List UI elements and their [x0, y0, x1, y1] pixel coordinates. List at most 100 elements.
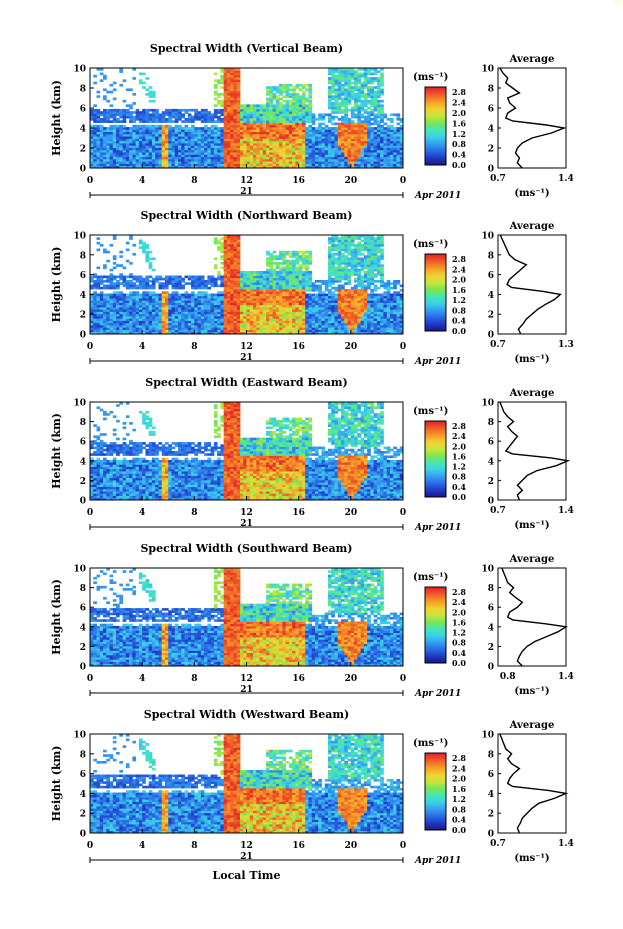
heatmap-cell — [314, 329, 319, 333]
heatmap-cell — [90, 131, 94, 135]
heatmap-cell — [151, 280, 156, 283]
heatmap-cell — [288, 268, 293, 272]
heatmap-cell — [370, 165, 375, 169]
heatmap-cell — [272, 289, 277, 292]
heatmap-cell — [292, 106, 296, 110]
heatmap-cell — [328, 127, 332, 130]
heatmap-cell — [207, 311, 212, 315]
heatmap-cell — [168, 111, 172, 114]
heatmap-cell — [285, 108, 290, 112]
heatmap-cell — [321, 154, 326, 158]
heatmap-cell — [262, 149, 267, 153]
heatmap-cell — [112, 277, 117, 281]
heatmap-cell — [295, 307, 300, 310]
heatmap-cell — [266, 161, 270, 164]
heatmap-cell — [135, 111, 140, 114]
heatmap-cell — [174, 136, 179, 139]
heatmap-cell — [399, 129, 404, 133]
heatmap-cell — [223, 311, 228, 315]
heatmap-cell — [324, 165, 329, 169]
heatmap-cells — [90, 68, 404, 169]
heatmap-cell — [204, 284, 208, 288]
heatmap-cell — [318, 145, 322, 148]
heatmap-cell — [204, 329, 208, 333]
heatmap-cell — [184, 140, 189, 144]
heatmap-cell — [116, 124, 120, 128]
heatmap-cell — [145, 298, 150, 301]
heatmap-cell — [357, 68, 362, 71]
heatmap-cell — [246, 138, 251, 142]
heatmap-cell — [373, 79, 378, 83]
heatmap-cell — [357, 108, 362, 112]
heatmap-cell — [236, 161, 241, 164]
heatmap-cell — [295, 83, 300, 87]
heatmap-cell — [138, 277, 143, 281]
heatmap-cell — [253, 273, 257, 276]
heatmap-cell — [337, 81, 342, 85]
heatmap-cell — [236, 124, 241, 128]
heatmap-cell — [282, 156, 287, 160]
heatmap-cell — [350, 156, 355, 160]
heatmap-cell — [272, 95, 277, 98]
heatmap-cell — [116, 120, 120, 123]
heatmap-cell — [344, 161, 348, 164]
heatmap-cell — [269, 289, 273, 292]
heatmap-cell — [194, 152, 198, 155]
heatmap-cell — [151, 300, 156, 303]
heatmap-cell — [119, 325, 123, 328]
heatmap-cell — [142, 284, 146, 288]
heatmap-cell — [308, 165, 313, 169]
heatmap-cell — [344, 77, 348, 80]
heatmap-cell — [295, 143, 300, 146]
heatmap-cell — [223, 108, 228, 112]
heatmap-cell — [324, 127, 329, 130]
heatmap-cell — [243, 320, 247, 324]
heatmap-cell — [204, 331, 208, 335]
heatmap-cell — [246, 311, 251, 315]
heatmap-cell — [106, 90, 110, 94]
heatmap-cell — [178, 163, 182, 167]
heatmap-cell — [112, 304, 117, 308]
heatmap-cell — [249, 331, 254, 335]
heatmap-cell — [207, 113, 212, 117]
heatmap-cell — [305, 136, 309, 139]
heatmap-cell — [164, 149, 169, 153]
heatmap-cell — [360, 104, 365, 108]
heatmap-cell — [213, 320, 218, 324]
heatmap-cell — [233, 90, 238, 94]
heatmap-cell — [210, 325, 215, 328]
heatmap-cell — [103, 152, 107, 155]
heatmap-cell — [282, 136, 287, 139]
heatmap-cell — [318, 165, 322, 169]
heatmap-cell — [197, 165, 202, 169]
heatmap-cell — [269, 158, 273, 162]
heatmap-cell — [292, 329, 296, 333]
heatmap-cell — [305, 129, 309, 133]
heatmap-cell — [367, 90, 371, 94]
colorbar-swatch — [425, 135, 446, 139]
heatmap-cell — [396, 145, 401, 148]
heatmap-cell — [233, 248, 238, 252]
heatmap-cell — [155, 154, 159, 158]
heatmap-cell — [226, 250, 231, 254]
heatmap-cell — [253, 318, 257, 321]
heatmap-cell — [285, 86, 290, 89]
heatmap-cell — [253, 156, 257, 160]
heatmap-cell — [357, 120, 362, 123]
heatmap-cell — [158, 275, 163, 279]
heatmap-cell — [328, 136, 332, 139]
heatmap-cell — [298, 309, 303, 312]
heatmap-cell — [168, 282, 172, 285]
heatmap-cell — [233, 120, 238, 123]
heatmap-cell — [383, 127, 388, 130]
heatmap-cell — [230, 95, 234, 98]
heatmap-cell — [292, 133, 296, 137]
heatmap-cell — [236, 293, 241, 297]
colorbar-swatch — [425, 137, 446, 141]
heatmap-cell — [129, 129, 133, 133]
heatmap-cell — [233, 264, 238, 267]
heatmap-cell — [266, 140, 270, 144]
heatmap-cell — [145, 322, 150, 326]
heatmap-cell — [246, 129, 251, 133]
heatmap-cell — [350, 143, 355, 146]
